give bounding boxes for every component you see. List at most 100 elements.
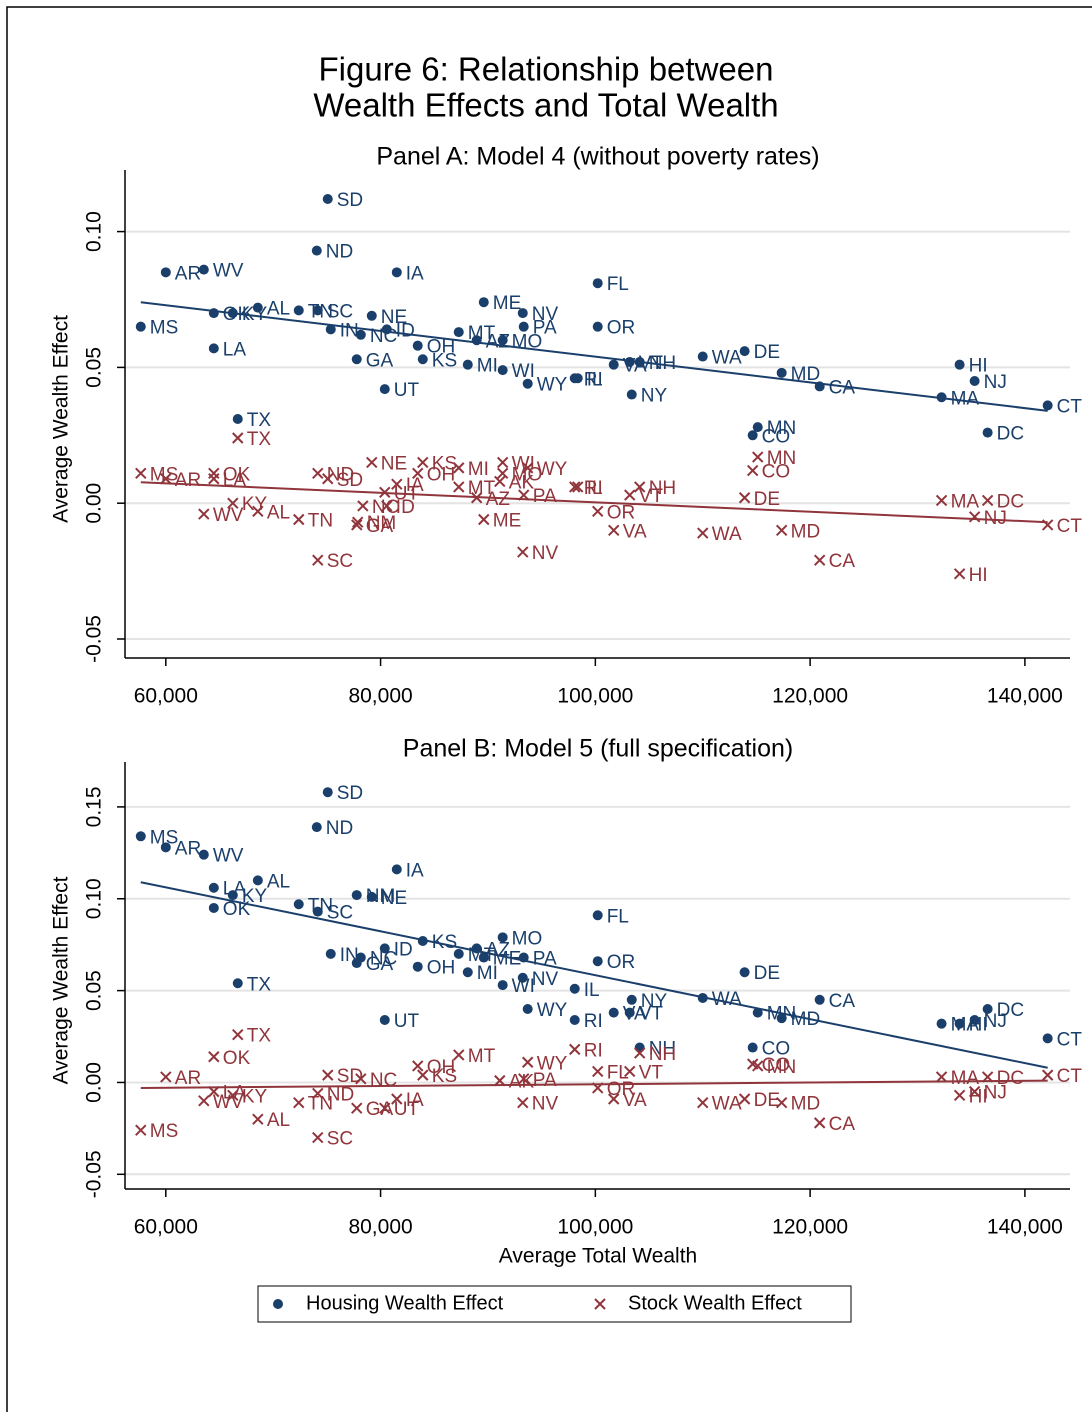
point — [775, 1096, 788, 1109]
point-label: NH — [649, 353, 676, 374]
frame — [6, 6, 1092, 1412]
point-label: MS — [150, 1121, 179, 1142]
point — [135, 321, 146, 332]
point-label: CO — [762, 462, 791, 483]
point — [608, 1007, 619, 1018]
x-tick-label: 120,000 — [772, 685, 848, 708]
point-label: NE — [381, 453, 407, 474]
point-label: AZ — [486, 939, 511, 960]
point-label: IA — [406, 860, 424, 881]
point-label: WY — [537, 1053, 568, 1074]
point-label: ID — [394, 939, 413, 960]
point — [982, 427, 993, 438]
point-label: MT — [468, 478, 496, 499]
point-label: NH — [649, 478, 676, 499]
point — [293, 305, 304, 316]
point-label: DE — [754, 342, 780, 363]
point-label: IL — [587, 478, 603, 499]
point-label: ME — [493, 949, 522, 970]
point — [569, 481, 581, 493]
point-label: NV — [532, 543, 559, 564]
x-tick-label: 60,000 — [134, 1216, 198, 1239]
point — [252, 505, 264, 518]
point — [608, 524, 620, 537]
point — [160, 842, 171, 853]
y-tick-label: 0.05 — [83, 970, 106, 1011]
point — [496, 467, 509, 480]
point — [322, 473, 334, 485]
point — [208, 467, 220, 480]
point — [412, 340, 423, 351]
point — [379, 943, 390, 954]
point — [366, 456, 378, 469]
point — [312, 906, 323, 917]
point — [208, 882, 219, 893]
point-label: CO — [762, 426, 791, 447]
point — [738, 492, 751, 504]
point-label: MO — [512, 928, 543, 949]
point — [572, 481, 584, 493]
point — [518, 321, 529, 332]
point-label: WA — [712, 524, 742, 545]
point — [752, 451, 764, 463]
point-label: AR — [175, 470, 201, 491]
point-label: VT — [639, 1004, 664, 1025]
point-label: GA — [366, 350, 394, 371]
point-label: AL — [267, 1110, 290, 1131]
point-label: WI — [512, 976, 535, 997]
point-label: MN — [767, 1057, 797, 1078]
point-label: NY — [641, 386, 668, 407]
point — [135, 1124, 147, 1136]
point-label: WV — [213, 846, 244, 867]
point-label: SC — [327, 551, 353, 572]
point — [697, 527, 709, 539]
legend-label: Housing Wealth Effect — [306, 1292, 504, 1314]
point — [379, 384, 390, 395]
point — [697, 1096, 709, 1109]
point — [312, 1087, 324, 1100]
point-label: CT — [1057, 1029, 1083, 1050]
point-label: AR — [175, 838, 201, 859]
point — [569, 983, 580, 994]
point-label: NM — [367, 513, 397, 534]
point-label: FL — [607, 274, 629, 295]
point — [954, 1018, 965, 1029]
point — [227, 890, 238, 901]
point-label: TN — [308, 511, 333, 532]
point — [208, 902, 219, 913]
x-tick-label: 100,000 — [557, 1216, 633, 1239]
point — [633, 1047, 646, 1059]
point-label: KS — [432, 1066, 457, 1087]
point — [325, 324, 336, 335]
point — [357, 500, 369, 512]
point-label: MI — [477, 356, 498, 377]
legend-marker — [273, 1299, 283, 1309]
point-label: DC — [997, 1000, 1024, 1021]
point-label: MD — [791, 1009, 821, 1030]
point-label: OR — [607, 502, 636, 523]
point — [453, 462, 465, 474]
point — [379, 1014, 390, 1025]
point-label: OH — [427, 464, 456, 485]
point — [412, 467, 424, 480]
panel-title: Panel B: Model 5 (full specification) — [403, 735, 793, 763]
point — [626, 389, 637, 400]
point — [626, 994, 637, 1005]
point — [160, 1071, 172, 1083]
point-label: MD — [791, 521, 821, 542]
x-tick-label: 120,000 — [772, 1216, 848, 1239]
point — [311, 822, 322, 833]
figure-title: Wealth Effects and Total Wealth — [313, 87, 778, 124]
point — [981, 494, 994, 507]
point-label: TX — [247, 429, 272, 450]
point — [497, 365, 508, 376]
point-label: MA — [951, 491, 980, 512]
point-label: KS — [432, 453, 457, 474]
point — [198, 508, 210, 520]
point — [813, 1117, 826, 1129]
point — [391, 1093, 403, 1105]
point — [592, 278, 603, 289]
point-label: UT — [394, 380, 420, 401]
point-label: RI — [584, 1040, 603, 1061]
point — [953, 1089, 966, 1102]
